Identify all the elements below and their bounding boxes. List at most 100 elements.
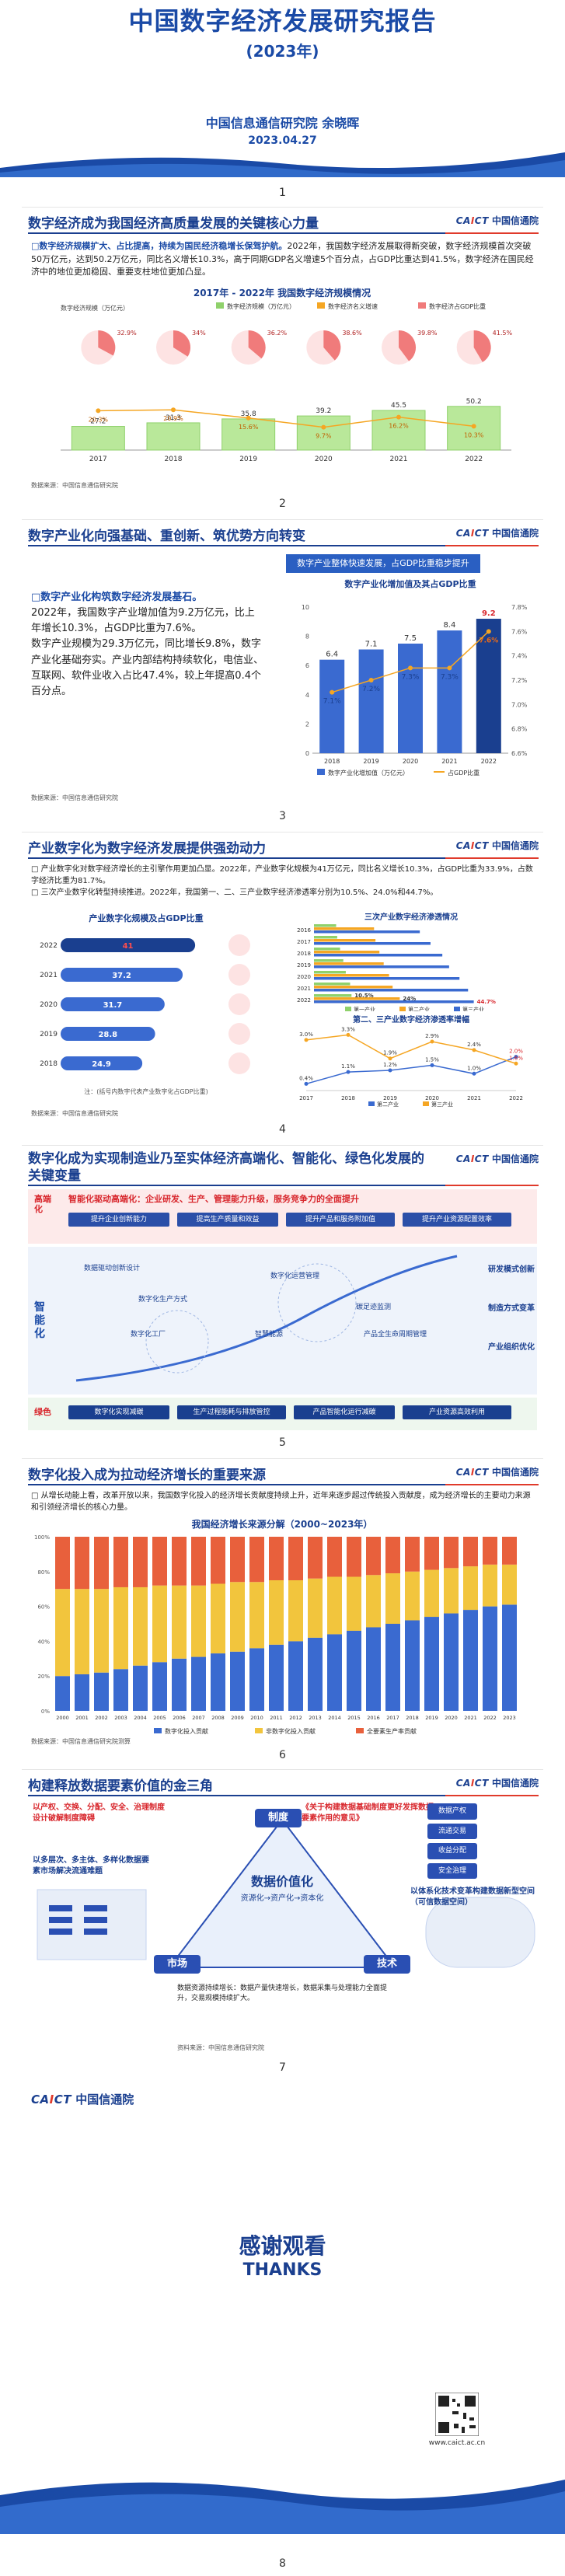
legend-label: 数字经济规模（万亿元） <box>227 302 295 310</box>
green-box: 产品智能化运行减碳 <box>294 1405 395 1419</box>
outcome-item: 研发模式创新 <box>488 1265 535 1274</box>
stacked-bar <box>444 1537 459 1569</box>
legend-label: 数字化投入贡献 <box>165 1727 208 1735</box>
data-label: 31.3 <box>166 414 181 422</box>
bar <box>314 954 443 957</box>
stacked-bar <box>230 1582 245 1652</box>
slide-manufacturing-digitalization: 数字化成为实现制造业乃至实体经济高端化、智能化、绿色化发展的关键变量 CAICT… <box>22 1145 543 1433</box>
page-number: 2 <box>279 497 286 510</box>
tick-label: 2018 <box>406 1715 419 1721</box>
bar <box>314 924 337 927</box>
triangle-diagram <box>37 1818 535 1968</box>
data-label: 2.4% <box>467 1042 481 1048</box>
tech-node: 技术 <box>364 1955 410 1974</box>
caict-logo: CAICT 中国信通院 <box>455 1467 539 1478</box>
stacked-bar <box>502 1604 517 1711</box>
tick-label: 2020 <box>403 758 418 765</box>
tick-label: 2021 <box>441 758 457 765</box>
capability-box: 提升产业资源配置效率 <box>403 1213 511 1227</box>
stacked-bar <box>347 1537 361 1577</box>
data-label: 1.5% <box>425 1056 439 1063</box>
pie-slice <box>173 330 190 357</box>
data-label: 3.3% <box>341 1026 355 1032</box>
stacked-bar <box>249 1582 264 1649</box>
stacked-bar <box>211 1653 225 1711</box>
legend-label: 占GDP比重 <box>448 769 480 777</box>
tick-label: 2019 <box>425 1715 438 1721</box>
stacked-bar <box>191 1537 206 1586</box>
y-tick: 60% <box>37 1604 50 1611</box>
stacked-bar <box>211 1537 225 1584</box>
stacked-bar <box>483 1606 497 1711</box>
slide-growth-sources: 数字化投入成为拉动经济增长的重要来源 CAICT 中国信通院 □ 从增长动能上看… <box>22 1458 543 1746</box>
bar <box>314 974 389 977</box>
process-item: 数字化工厂 <box>131 1331 166 1339</box>
bar <box>61 1056 143 1070</box>
tick-label: 2002 <box>95 1715 108 1721</box>
caict-logo: CAICT 中国信通院 <box>455 1778 539 1789</box>
bar <box>314 942 431 945</box>
stacked-bar <box>113 1586 128 1670</box>
chart-title: 产业数字化规模及占GDP比重 <box>89 913 203 923</box>
tick-label: 2020 <box>297 974 311 980</box>
process-item: 产品全生命周期管理 <box>364 1331 427 1339</box>
stacked-bar <box>75 1674 89 1711</box>
stacked-bar <box>463 1610 478 1711</box>
point <box>304 1038 309 1042</box>
bar <box>296 415 351 451</box>
y2-tick: 7.2% <box>511 677 528 684</box>
chart-title: 第二、三产业数字经济渗透率增幅 <box>353 1014 469 1024</box>
technology-text: 以体系化技术变革构建数据新型空间（可信数据空间） <box>410 1887 535 1907</box>
legend-label: 第一产业 <box>354 1006 375 1011</box>
stacked-bar <box>191 1585 206 1657</box>
tick-label: 2022 <box>483 1715 497 1721</box>
slide-body: □数字经济规模扩大、占比提高，持续为国民经济稳增长保驾护航。2022年，我国数字… <box>31 241 534 277</box>
data-label: 24.9 <box>92 1060 111 1069</box>
stacked-bar <box>347 1576 361 1631</box>
caict-logo: CAICT 中国信通院 <box>455 840 539 851</box>
row-label-green: 绿色 <box>34 1407 51 1417</box>
tick-label: 2020 <box>40 1001 58 1009</box>
legend-label: 数字产业化增加值（万亿元） <box>328 769 409 777</box>
data-label: 2.0% <box>509 1049 523 1055</box>
stacked-bar <box>191 1656 206 1711</box>
institution-text: 以产权、交换、分配、安全、治理制度设计破解制度障碍 <box>33 1803 165 1823</box>
slide-title: 数字经济成为我国经济高质量发展的关键核心力量 <box>28 216 319 232</box>
cover: 中国数字经济发展研究报告 (2023年) 中国信息通信研究院 余晓晖 2023.… <box>0 0 565 187</box>
slide-body: □数字产业化构筑数字经济发展基石。 2022年，我国数字产业增加值为9.2万亿元… <box>31 592 264 697</box>
growth-label: 20.9% <box>163 415 183 422</box>
bar <box>314 989 469 992</box>
process-item: 碳足迹监测 <box>356 1304 392 1311</box>
stacked-bar <box>483 1564 497 1607</box>
stacked-bar <box>385 1573 400 1624</box>
data-label: 50.2 <box>466 398 482 406</box>
tick-label: 2000 <box>56 1715 69 1721</box>
share-label: 7.2% <box>362 686 380 693</box>
stacked-bar <box>211 1583 225 1654</box>
stacked-bar <box>327 1537 342 1577</box>
tick-label: 2017 <box>89 456 107 463</box>
caict-logo: CAICT 中国信通院 <box>455 1154 539 1164</box>
slide-title: 数字化投入成为拉动经济增长的重要来源 <box>28 1468 266 1483</box>
report-title: 中国数字经济发展研究报告 <box>128 6 437 36</box>
source-note: 数据来源：中国信息通信研究院 <box>31 482 118 489</box>
bar <box>314 930 420 934</box>
stacked-bar <box>230 1537 245 1583</box>
legend-swatch <box>368 1101 375 1106</box>
stacked-bar <box>424 1569 439 1618</box>
data-label: 1.2% <box>383 1062 397 1068</box>
stacked-bar <box>385 1624 400 1711</box>
tick-label: 2006 <box>173 1715 186 1721</box>
divider <box>28 1185 539 1186</box>
tick-label: 2016 <box>367 1715 380 1721</box>
legend-label: 第三产业 <box>462 1006 484 1011</box>
market-node: 市场 <box>154 1955 201 1974</box>
data-label: 44.7% <box>477 999 496 1005</box>
row-label-intelligent: 智能化 <box>34 1301 45 1340</box>
data-label: 1.9% <box>383 1050 397 1056</box>
process-item: 数字化生产方式 <box>138 1296 188 1304</box>
data-label: 27.2 <box>90 418 106 426</box>
slide-title: 数字产业化向强基础、重创新、筑优势方向转变 <box>28 529 305 544</box>
stacked-bar <box>288 1580 303 1642</box>
stacked-bar <box>308 1578 323 1638</box>
